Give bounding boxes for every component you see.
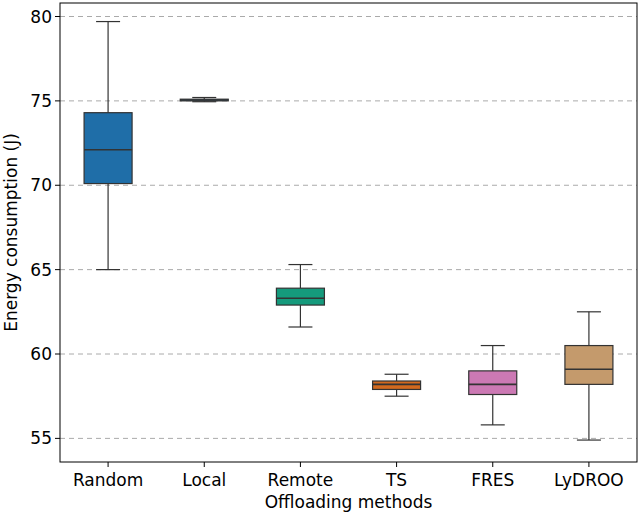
x-tick-mark <box>108 462 109 467</box>
lower-whisker <box>492 395 493 425</box>
upper-cap <box>288 264 312 265</box>
grid-line <box>60 100 637 101</box>
median-line <box>565 368 613 370</box>
lower-cap <box>288 326 312 327</box>
x-tick-mark <box>492 462 493 467</box>
tick-label: 65 <box>30 260 52 280</box>
tick-mark <box>55 16 60 17</box>
grid-line <box>60 438 637 439</box>
median-line <box>276 298 324 300</box>
upper-cap <box>192 97 216 98</box>
tick-mark <box>55 438 60 439</box>
lower-cap <box>577 439 601 440</box>
chart-container: 55 60 65 70 75 80 Random Local Remote TS FRES LyDRO… <box>0 0 640 517</box>
grid-line <box>60 16 637 17</box>
tick-label: 60 <box>30 344 52 364</box>
upper-whisker <box>107 22 108 113</box>
category-label: LyDROO <box>554 470 624 490</box>
tick-mark <box>55 185 60 186</box>
upper-whisker <box>396 374 397 381</box>
upper-whisker <box>588 312 589 346</box>
median-line <box>469 384 517 386</box>
x-tick-mark <box>204 462 205 467</box>
upper-cap <box>385 374 409 375</box>
upper-cap <box>96 21 120 22</box>
box <box>565 346 613 385</box>
grid-line <box>60 185 637 186</box>
category-label: Remote <box>268 470 334 490</box>
tick-label: 70 <box>30 175 52 195</box>
lower-whisker <box>588 384 589 440</box>
median-line <box>84 149 132 151</box>
x-tick-mark <box>396 462 397 467</box>
box <box>180 99 228 101</box>
category-label: TS <box>385 470 407 490</box>
box <box>84 113 132 184</box>
lower-whisker <box>300 305 301 327</box>
x-tick-mark <box>588 462 589 467</box>
grid-line <box>60 269 637 270</box>
tick-mark <box>55 269 60 270</box>
plot-frame <box>60 3 637 462</box>
lower-whisker <box>107 184 108 270</box>
chart-svg: 55 60 65 70 75 80 Random Local Remote TS FRES LyDRO… <box>0 0 640 517</box>
category-label: Random <box>73 470 143 490</box>
grid-line <box>60 354 637 355</box>
tick-label: 55 <box>30 428 52 448</box>
median-line <box>180 99 228 101</box>
x-tick-mark <box>300 462 301 467</box>
x-axis-label: Offloading methods <box>265 492 433 512</box>
lower-cap <box>385 396 409 397</box>
lower-cap <box>96 269 120 270</box>
lower-whisker <box>396 389 397 396</box>
lower-cap <box>481 424 505 425</box>
median-line <box>373 384 421 386</box>
upper-cap <box>577 311 601 312</box>
tick-label: 80 <box>30 7 52 27</box>
plot-marks <box>84 22 613 441</box>
y-axis-label: Energy consumption (J) <box>1 133 21 332</box>
category-label: Local <box>182 470 226 490</box>
upper-whisker <box>300 265 301 289</box>
box <box>276 288 324 305</box>
upper-cap <box>481 345 505 346</box>
box <box>469 371 517 395</box>
upper-whisker <box>492 346 493 371</box>
tick-label: 75 <box>30 91 52 111</box>
tick-mark <box>55 100 60 101</box>
tick-mark <box>55 354 60 355</box>
category-label: FRES <box>471 470 514 490</box>
box <box>373 381 421 389</box>
